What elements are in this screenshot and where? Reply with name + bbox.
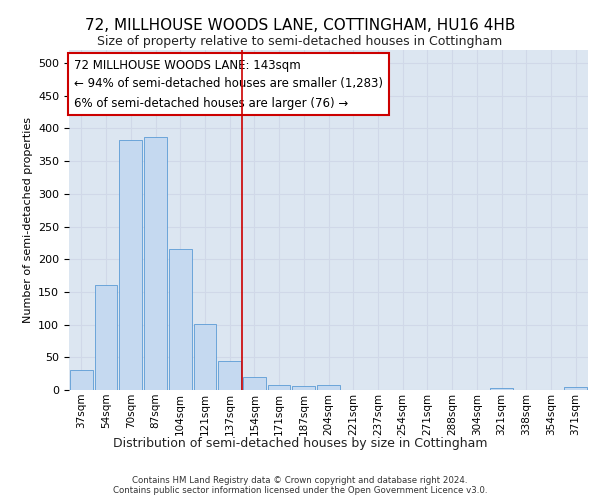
Bar	[317, 385, 340, 390]
Bar	[268, 385, 290, 390]
Y-axis label: Number of semi-detached properties: Number of semi-detached properties	[23, 117, 32, 323]
Text: 72 MILLHOUSE WOODS LANE: 143sqm
← 94% of semi-detached houses are smaller (1,283: 72 MILLHOUSE WOODS LANE: 143sqm ← 94% of…	[74, 58, 383, 110]
Bar	[490, 388, 513, 390]
Bar	[119, 140, 142, 390]
Text: Size of property relative to semi-detached houses in Cottingham: Size of property relative to semi-detach…	[97, 35, 503, 48]
Bar	[95, 286, 118, 390]
Bar	[169, 250, 191, 390]
Bar	[144, 137, 167, 390]
Bar	[70, 370, 93, 390]
Text: 72, MILLHOUSE WOODS LANE, COTTINGHAM, HU16 4HB: 72, MILLHOUSE WOODS LANE, COTTINGHAM, HU…	[85, 18, 515, 32]
Bar	[194, 324, 216, 390]
Text: Contains HM Land Registry data © Crown copyright and database right 2024.
Contai: Contains HM Land Registry data © Crown c…	[113, 476, 487, 495]
Bar	[218, 360, 241, 390]
Bar	[243, 377, 266, 390]
Bar	[564, 388, 587, 390]
Text: Distribution of semi-detached houses by size in Cottingham: Distribution of semi-detached houses by …	[113, 438, 487, 450]
Bar	[292, 386, 315, 390]
